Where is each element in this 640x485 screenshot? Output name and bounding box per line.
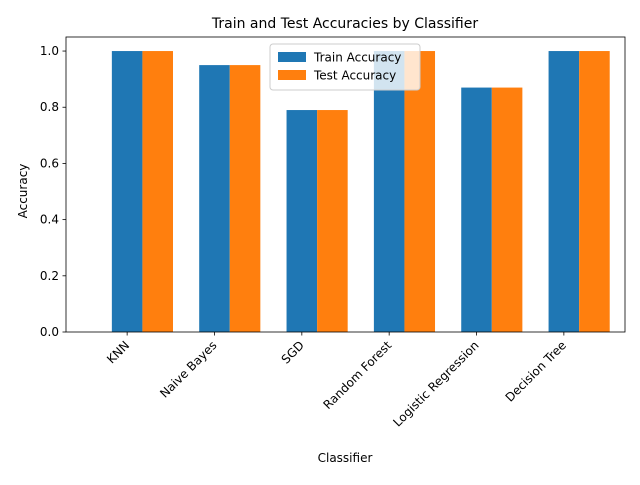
y-tick-label: 0.0 [40,325,59,339]
y-tick-label: 1.0 [40,44,59,58]
bar-test-4 [491,87,523,332]
x-tick-label: Decision Tree [503,338,569,404]
x-tick-label: KNN [104,338,132,366]
y-tick-label: 0.4 [40,213,59,227]
legend-swatch [278,52,306,62]
bar-train-1 [199,65,230,332]
x-tick-label: Random Forest [321,338,395,412]
bar-test-2 [317,110,348,332]
x-axis-label: Classifier [318,451,373,465]
legend-swatch [278,70,306,80]
bar-train-5 [548,51,580,333]
bar-train-4 [461,87,492,332]
axes-group [65,36,626,333]
bar-train-0 [111,51,143,333]
legend-label: Test Accuracy [313,69,396,83]
legend: Train Accuracy Test Accuracy [269,43,421,91]
x-tick-label: Naive Bayes [157,338,219,400]
legend-box [269,43,421,91]
x-tick-label: SGD [279,338,307,366]
x-tick-label: Logistic Regression [390,338,481,429]
y-tick-label: 0.6 [40,156,59,170]
bars-group [111,51,610,333]
y-axis-ticks: 0.0 0.2 0.4 0.6 0.8 1.0 [40,44,66,339]
bar-test-3 [404,51,436,333]
legend-label: Train Accuracy [313,51,401,65]
bar-test-5 [579,51,610,333]
bar-train-3 [373,51,405,333]
bar-test-1 [229,65,261,332]
bar-test-0 [142,51,173,333]
y-axis-label: Accuracy [16,164,30,219]
y-tick-label: 0.2 [40,269,59,283]
y-tick-label: 0.8 [40,100,59,114]
bar-train-2 [286,110,318,332]
chart-title: Train and Test Accuracies by Classifier [211,16,479,32]
plot-frame [65,36,626,333]
